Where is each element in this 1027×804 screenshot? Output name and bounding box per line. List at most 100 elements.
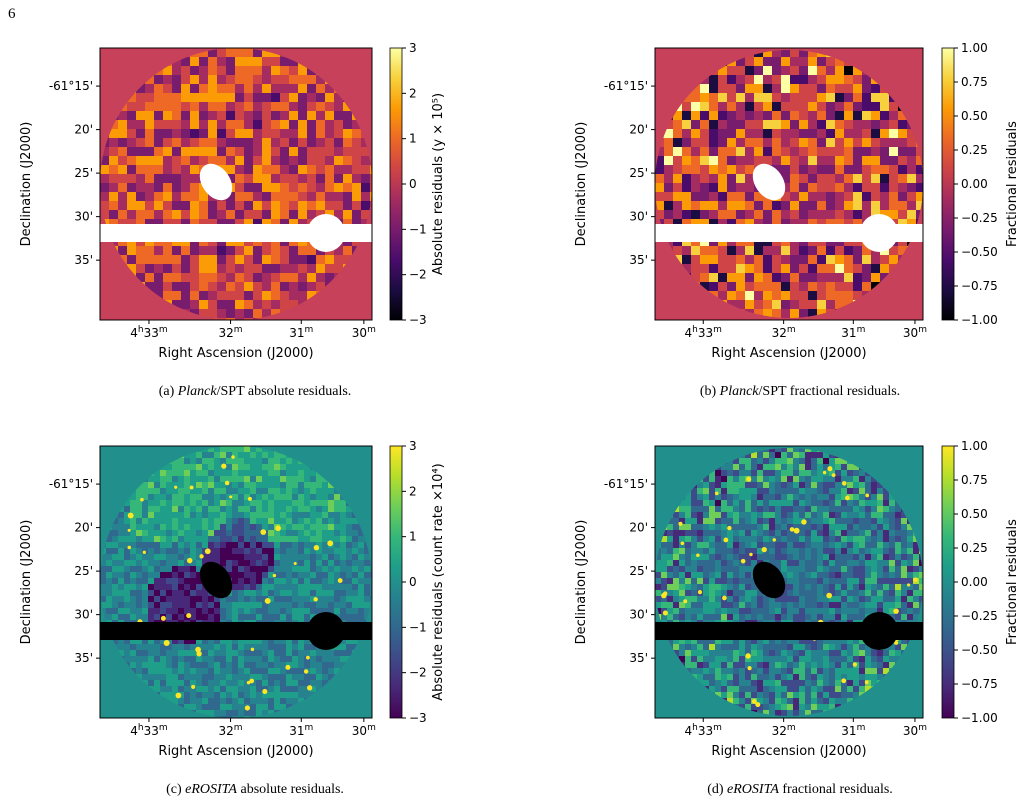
point-source [722, 595, 727, 601]
colorbar-tick-label: 0.75 [961, 473, 988, 487]
colorbar-tick-label: −0.25 [961, 211, 998, 225]
point-source [196, 651, 202, 657]
point-source [275, 525, 281, 532]
plot-frame [654, 47, 924, 321]
y-tick-label: -61°15' [604, 79, 648, 93]
point-source [221, 463, 227, 469]
point-source [327, 540, 334, 547]
point-source [264, 598, 271, 604]
strip-mask [100, 622, 372, 640]
point-source [683, 599, 688, 604]
point-source [747, 666, 752, 671]
x-tick-label: 30m [352, 325, 376, 340]
point-source [127, 528, 131, 532]
x-tick-label: 4h33m [130, 723, 167, 738]
colorbar-tick-label: 0.00 [961, 177, 988, 191]
y-tick-label: 25' [74, 564, 93, 578]
panel-d-figure: -61°15' 20' 25' 30' 35' 4h33m 32m 31m 30m Right A… [574, 439, 1020, 759]
x-tick-label: 32m [219, 723, 243, 738]
point-source [250, 647, 255, 652]
panel-b-figure: -61°15' 20' 25' 30' 35' 4h33m 32m 31m 30m Right A… [574, 41, 1020, 361]
point-source [761, 546, 767, 553]
x-tick-label: 31m [841, 325, 865, 340]
plot-frame [99, 445, 373, 719]
point-source [199, 554, 204, 559]
point-source [313, 597, 318, 602]
point-source [678, 521, 683, 526]
point-source [893, 608, 899, 614]
circle-mask [860, 612, 898, 650]
x-tick-label: 31m [841, 723, 865, 738]
y-tick-label: -61°15' [49, 79, 93, 93]
caption-c: (c) eROSITA absolute residuals. [166, 782, 344, 797]
x-tick-label: 31m [289, 325, 313, 340]
point-source [723, 537, 729, 543]
point-source [894, 640, 899, 645]
point-source [175, 692, 182, 699]
x-tick-label: 4h33m [685, 723, 722, 738]
y-axis-label: Declination (J2000) [574, 520, 589, 645]
point-source [772, 538, 777, 542]
y-axis-label: Declination (J2000) [19, 122, 34, 247]
colorbar-label: Absolute residuals (count rate ×10⁴) [431, 463, 446, 701]
point-source [244, 705, 251, 711]
point-source [163, 640, 170, 647]
point-source [303, 669, 309, 674]
ellipse-mask [199, 163, 233, 201]
colorbar-tick-label: −2 [409, 666, 427, 680]
point-source [229, 495, 233, 499]
y-tick-label: 20' [74, 123, 93, 137]
strip-mask [655, 622, 923, 640]
caption-d: (d) eROSITA fractional residuals. [707, 782, 893, 797]
plot-frame [99, 47, 373, 321]
point-source [204, 548, 211, 555]
point-source [224, 480, 230, 486]
y-tick-label: 20' [629, 521, 648, 535]
colorbar-tick-label: −1 [409, 222, 427, 236]
y-axis-label: Declination (J2000) [574, 122, 589, 247]
circle-mask [860, 214, 898, 252]
y-tick-label: 30' [74, 608, 93, 622]
point-source [306, 655, 310, 660]
y-tick-label: -61°15' [49, 477, 93, 491]
point-source [696, 553, 700, 558]
y-tick-label: -61°15' [604, 477, 648, 491]
x-axis-label: Right Ascension (J2000) [158, 744, 313, 759]
colorbar-tick-label: −3 [409, 313, 427, 327]
y-axis-label: Declination (J2000) [19, 520, 34, 645]
point-source [142, 550, 146, 554]
point-source [662, 591, 668, 596]
point-source [865, 493, 870, 498]
point-source [745, 653, 751, 659]
point-source [272, 573, 277, 578]
point-source [746, 476, 752, 482]
colorbar-label: Fractional residuals [1005, 121, 1020, 247]
colorbar-tick-label: −2 [409, 268, 427, 282]
y-tick-label: 20' [629, 123, 648, 137]
colorbar [389, 47, 403, 321]
colorbar [941, 47, 955, 321]
point-source [262, 688, 268, 694]
point-source [841, 481, 847, 486]
y-tick-label: 35' [629, 253, 648, 267]
ellipse-mask [752, 561, 786, 599]
point-source [697, 590, 703, 595]
circle-mask [307, 214, 345, 252]
panel-d: -61°15' 20' 25' 30' 35' 4h33m 32m 31m 30m Right A… [555, 438, 1025, 778]
point-source [913, 577, 918, 582]
colorbar-tick-label: 0.50 [961, 507, 988, 521]
colorbar-tick-label: −0.75 [961, 677, 998, 691]
x-axis-label: Right Ascension (J2000) [711, 346, 866, 361]
plot-frame [654, 445, 924, 719]
point-source [285, 664, 291, 670]
x-tick-label: 4h33m [130, 325, 167, 340]
point-source [714, 491, 719, 496]
point-source [186, 557, 193, 564]
point-source [864, 680, 869, 685]
point-source [801, 519, 807, 525]
colorbar-tick-label: −0.50 [961, 245, 998, 259]
x-tick-label: 4h33m [685, 325, 722, 340]
colorbar-label: Absolute residuals (y × 10⁵) [431, 93, 446, 275]
y-tick-label: 30' [74, 210, 93, 224]
x-tick-label: 31m [289, 723, 313, 738]
